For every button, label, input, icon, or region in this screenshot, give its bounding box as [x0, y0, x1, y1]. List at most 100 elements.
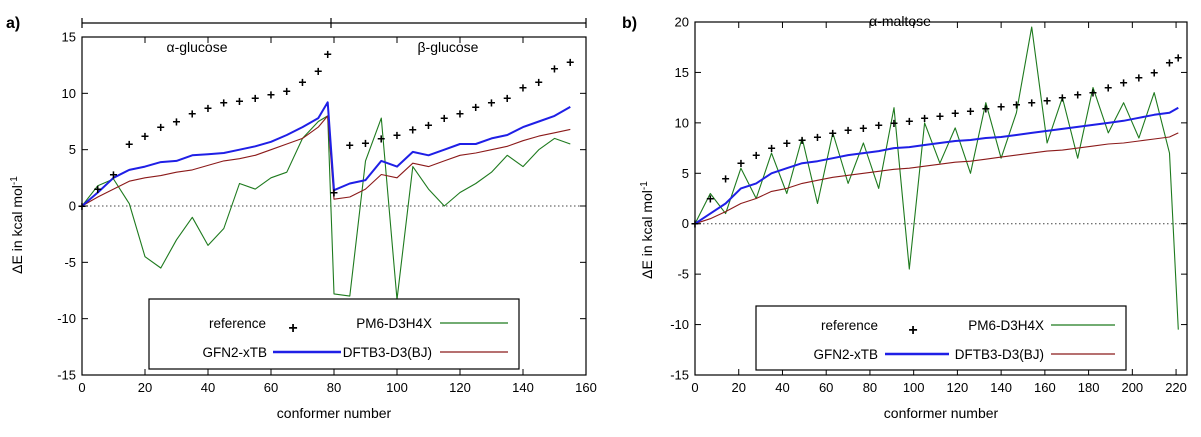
reference-point: +: [283, 83, 291, 99]
legend-marker-reference: +: [908, 322, 917, 339]
reference-point: +: [487, 94, 495, 110]
reference-point: +: [783, 135, 791, 151]
y-tick-label: 5: [682, 166, 689, 181]
reference-point: +: [1028, 95, 1036, 111]
reference-point: +: [235, 93, 243, 109]
reference-point: +: [519, 80, 527, 96]
x-tick-label: 60: [819, 380, 833, 395]
reference-point: +: [456, 106, 464, 122]
x-tick-label: 0: [691, 380, 698, 395]
reference-point: +: [752, 147, 760, 163]
panel-b-legend: reference + PM6-D3H4X GFN2-xTB DFTB3-D3(…: [755, 305, 1127, 371]
panel-b-xlabel: conformer number: [884, 405, 999, 421]
reference-point: +: [936, 108, 944, 124]
legend-box: [755, 305, 1127, 371]
legend-label-dftb3: DFTB3-D3(BJ): [343, 345, 432, 360]
x-tick-label: 220: [1165, 380, 1187, 395]
x-tick-label: 0: [78, 380, 85, 395]
reference-point: +: [94, 181, 102, 197]
reference-point: +: [875, 117, 883, 133]
reference-point: +: [251, 90, 259, 106]
reference-point: +: [997, 99, 1005, 115]
series-line-pm6-d3h4x: [694, 26, 1179, 330]
reference-point: +: [966, 103, 974, 119]
series-line-gfn2-xtb: [81, 101, 571, 207]
y-tick-label: 0: [69, 199, 76, 214]
bracket-label-alpha: α-glucose: [166, 39, 227, 55]
reference-point: +: [813, 129, 821, 145]
reference-point: +: [1135, 69, 1143, 85]
x-tick-label: 180: [1078, 380, 1100, 395]
y-tick-label: 0: [682, 216, 689, 231]
x-tick-label: 160: [1034, 380, 1056, 395]
reference-point: +: [890, 115, 898, 131]
reference-point: +: [267, 86, 275, 102]
x-tick-label: 80: [327, 380, 341, 395]
x-tick-label: 120: [947, 380, 969, 395]
panel-a-legend: reference + PM6-D3H4X GFN2-xTB DFTB3-D3(…: [148, 298, 520, 370]
reference-point: +: [393, 127, 401, 143]
reference-point: +: [157, 119, 165, 135]
legend-label-dftb3: DFTB3-D3(BJ): [955, 347, 1044, 362]
y-tick-label: 5: [69, 142, 76, 157]
reference-point: +: [844, 122, 852, 138]
reference-point: +: [324, 46, 332, 62]
y-tick-label: 10: [675, 115, 689, 130]
y-tick-label: 20: [675, 15, 689, 30]
panel-b: b) ΔE in kcal mol-1 conformer number α-m…: [622, 13, 1188, 421]
panel-b-ylabel: ΔE in kcal mol-1: [639, 181, 656, 279]
reference-point: +: [298, 74, 306, 90]
x-tick-label: 200: [1121, 380, 1143, 395]
x-tick-label: 140: [512, 380, 534, 395]
panel-a-xlabel: conformer number: [277, 405, 392, 421]
x-tick-label: 120: [449, 380, 471, 395]
reference-point: +: [982, 101, 990, 117]
reference-point: +: [424, 117, 432, 133]
x-tick-label: 40: [201, 380, 215, 395]
y-tick-label: -15: [670, 368, 689, 383]
y-tick-label: 15: [675, 65, 689, 80]
x-tick-label: 140: [990, 380, 1012, 395]
series-line-gfn2-xtb: [694, 106, 1179, 225]
series-line-pm6-d3h4x: [81, 115, 571, 301]
panel-b-frame: [694, 21, 1188, 376]
reference-point: +: [361, 135, 369, 151]
panel-a-ylabel: ΔE in kcal mol-1: [9, 176, 26, 274]
reference-point: +: [798, 132, 806, 148]
legend-label-pm6: PM6-D3H4X: [356, 316, 432, 331]
y-tick-label: -10: [57, 311, 76, 326]
reference-point: +: [172, 114, 180, 130]
legend-label-gfn2: GFN2-xTB: [813, 347, 878, 362]
reference-point: +: [409, 121, 417, 137]
legend-marker-reference: +: [288, 320, 297, 337]
reference-point: +: [550, 61, 558, 77]
reference-point: +: [1058, 90, 1066, 106]
reference-point: +: [220, 94, 228, 110]
reference-point: +: [706, 191, 714, 207]
panel-a-bracket: [81, 18, 587, 28]
x-tick-label: 80: [863, 380, 877, 395]
reference-point: +: [905, 113, 913, 129]
reference-point: +: [859, 120, 867, 136]
legend-label-reference: reference: [821, 318, 878, 333]
reference-point: +: [1119, 75, 1127, 91]
reference-point: +: [109, 166, 117, 182]
reference-point: +: [1012, 97, 1020, 113]
x-tick-label: 40: [775, 380, 789, 395]
reference-point: +: [503, 90, 511, 106]
reference-point: +: [472, 99, 480, 115]
x-tick-label: 160: [575, 380, 597, 395]
reference-point: +: [722, 170, 730, 186]
reference-point: +: [921, 110, 929, 126]
y-tick-label: -10: [670, 317, 689, 332]
x-tick-label: 60: [264, 380, 278, 395]
reference-point: +: [737, 155, 745, 171]
panel-a-frame: [81, 36, 587, 376]
x-tick-label: 100: [386, 380, 408, 395]
reference-point: +: [188, 106, 196, 122]
panel-b-label: b): [622, 15, 637, 32]
panel-a: a) ΔE in kcal mol-1 conformer number α-g…: [6, 15, 597, 421]
